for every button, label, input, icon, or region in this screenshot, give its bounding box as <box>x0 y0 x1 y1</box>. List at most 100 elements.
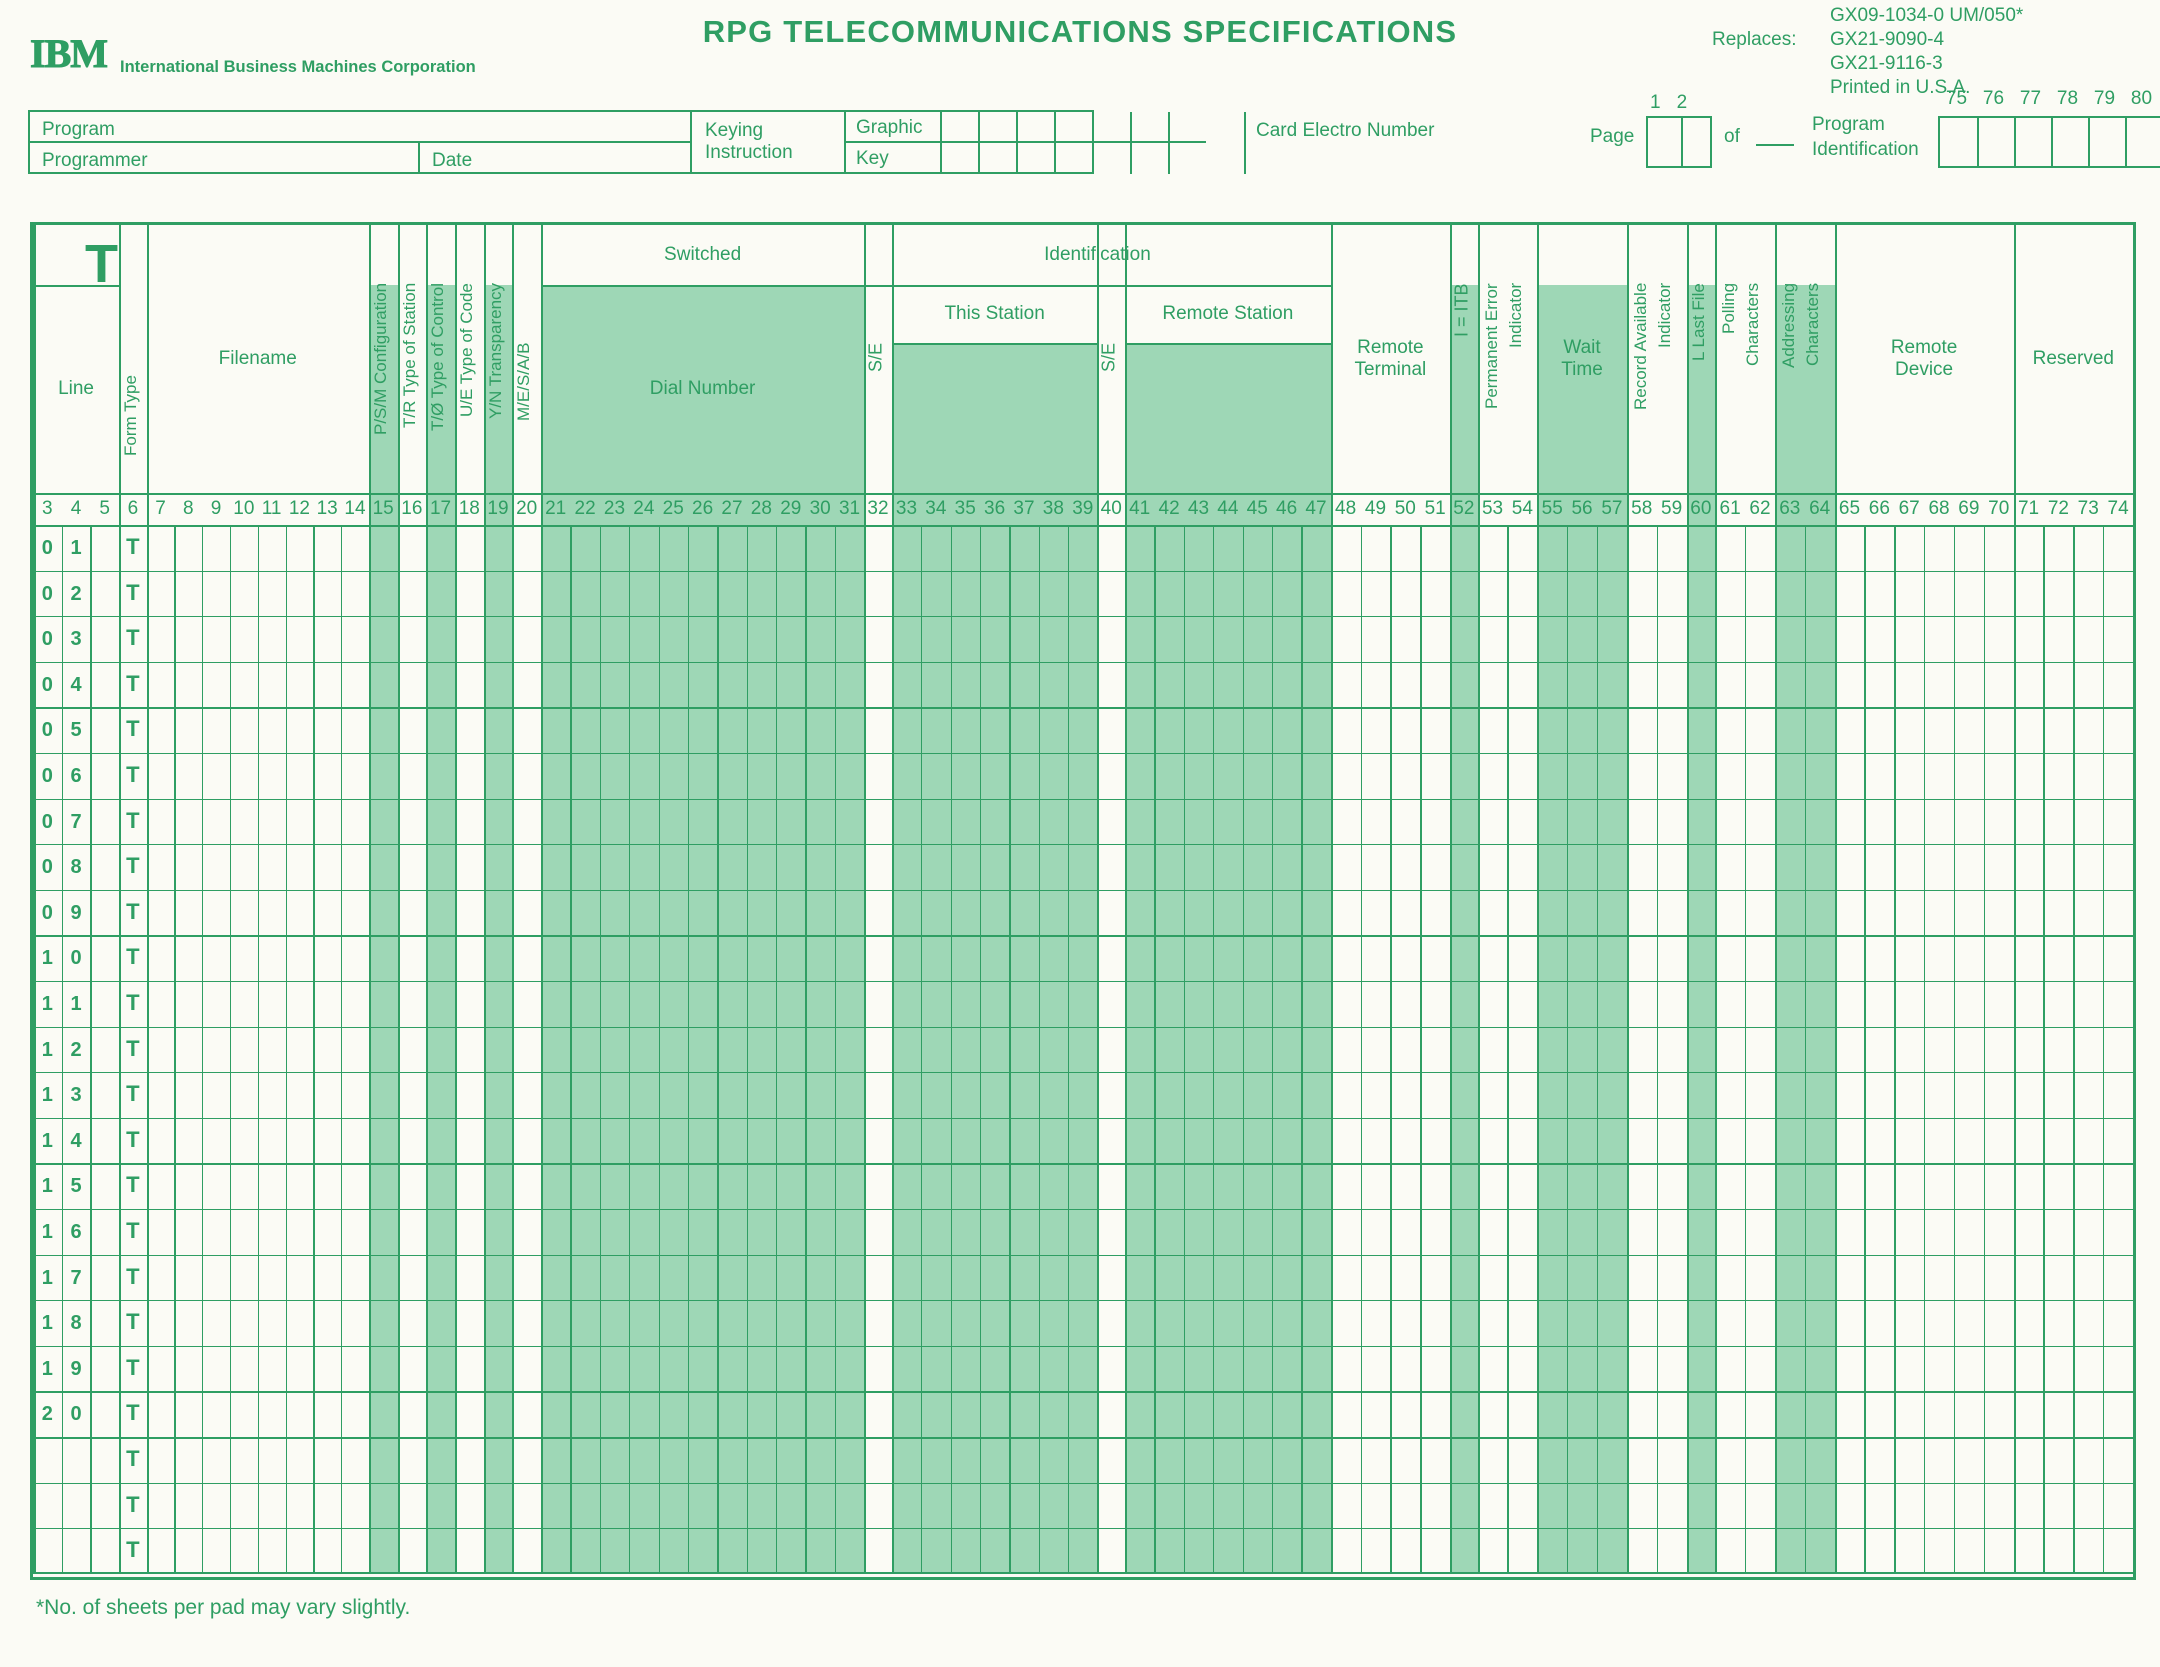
punch-cell[interactable] <box>717 525 746 571</box>
punch-cell[interactable] <box>659 707 688 753</box>
punch-cell[interactable] <box>512 1483 541 1529</box>
punch-cell[interactable] <box>892 1163 921 1209</box>
punch-cell[interactable] <box>570 571 599 617</box>
punch-cell[interactable] <box>1715 1528 1745 1574</box>
punch-cell[interactable] <box>659 1255 688 1301</box>
punch-cell[interactable] <box>230 1528 258 1574</box>
punch-cell[interactable] <box>864 981 892 1027</box>
punch-cell[interactable] <box>629 1255 658 1301</box>
punch-cell[interactable] <box>174 525 202 571</box>
punch-cell[interactable] <box>1361 1255 1391 1301</box>
punch-cell[interactable] <box>313 1483 341 1529</box>
punch-cell[interactable] <box>951 1118 980 1164</box>
punch-cell[interactable] <box>659 1437 688 1483</box>
punch-cell[interactable] <box>1687 981 1716 1027</box>
punch-cell[interactable] <box>1567 1483 1597 1529</box>
punch-cell[interactable] <box>776 616 805 662</box>
punch-cell[interactable] <box>398 1209 427 1255</box>
punch-cell[interactable] <box>2103 1346 2133 1392</box>
punch-cell[interactable] <box>1390 1346 1420 1392</box>
punch-cell[interactable] <box>1420 1118 1450 1164</box>
punch-cell[interactable] <box>1154 662 1183 708</box>
punch-cell[interactable] <box>313 1027 341 1073</box>
punch-cell[interactable] <box>341 1027 369 1073</box>
punch-cell[interactable] <box>341 799 369 845</box>
punch-cell[interactable] <box>864 707 892 753</box>
punch-cell[interactable] <box>1009 799 1038 845</box>
graphic-cell[interactable] <box>978 112 1016 143</box>
punch-cell[interactable] <box>1154 525 1183 571</box>
punch-cell[interactable] <box>1567 571 1597 617</box>
key-cell[interactable] <box>940 143 978 174</box>
punch-cell[interactable] <box>1597 616 1627 662</box>
punch-cell[interactable] <box>747 890 776 936</box>
punch-cell[interactable] <box>341 1072 369 1118</box>
punch-cell[interactable] <box>629 1209 658 1255</box>
punch-cell[interactable] <box>286 753 314 799</box>
punch-cell[interactable] <box>1864 753 1894 799</box>
punch-cell[interactable] <box>1361 799 1391 845</box>
punch-cell[interactable] <box>864 890 892 936</box>
punch-cell[interactable] <box>921 1346 950 1392</box>
punch-cell[interactable] <box>426 1163 455 1209</box>
punch-cell[interactable] <box>2073 1163 2103 1209</box>
punch-cell[interactable] <box>1507 1300 1537 1346</box>
punch-cell[interactable] <box>426 1027 455 1073</box>
punch-cell[interactable] <box>1097 662 1125 708</box>
punch-cell[interactable] <box>805 890 834 936</box>
punch-cell[interactable] <box>1894 1437 1924 1483</box>
punch-cell[interactable] <box>1450 1027 1478 1073</box>
punch-cell[interactable] <box>1068 1437 1097 1483</box>
punch-cell[interactable] <box>1243 1027 1272 1073</box>
punch-cell[interactable] <box>1068 1300 1097 1346</box>
punch-cell[interactable] <box>1301 571 1330 617</box>
punch-cell[interactable] <box>2073 1483 2103 1529</box>
punch-cell[interactable] <box>369 1163 398 1209</box>
punch-cell[interactable] <box>455 1163 484 1209</box>
punch-cell[interactable] <box>286 1346 314 1392</box>
punch-cell[interactable] <box>541 1027 570 1073</box>
punch-cell[interactable] <box>1894 1483 1924 1529</box>
punch-cell[interactable] <box>2073 1209 2103 1255</box>
punch-cell[interactable] <box>1984 571 2014 617</box>
punch-cell[interactable] <box>1272 1072 1301 1118</box>
punch-cell[interactable] <box>600 1391 629 1437</box>
punch-cell[interactable] <box>892 1391 921 1437</box>
punch-cell[interactable] <box>2073 981 2103 1027</box>
punch-cell[interactable] <box>1125 525 1154 571</box>
punch-cell[interactable] <box>1627 1528 1657 1574</box>
punch-cell[interactable] <box>1745 1300 1775 1346</box>
punch-cell[interactable] <box>258 1346 286 1392</box>
punch-cell[interactable] <box>1537 1346 1567 1392</box>
punch-cell[interactable] <box>747 707 776 753</box>
punch-cell[interactable] <box>1125 981 1154 1027</box>
punch-cell[interactable] <box>1390 935 1420 981</box>
punch-cell[interactable] <box>1009 981 1038 1027</box>
punch-cell[interactable] <box>1775 616 1805 662</box>
punch-cell[interactable] <box>629 1118 658 1164</box>
punch-cell[interactable] <box>951 1391 980 1437</box>
punch-cell[interactable] <box>1984 890 2014 936</box>
punch-cell[interactable] <box>1924 1163 1954 1209</box>
punch-cell[interactable] <box>629 753 658 799</box>
punch-cell[interactable] <box>1184 1163 1213 1209</box>
punch-cell[interactable] <box>1039 890 1068 936</box>
punch-cell[interactable] <box>313 1346 341 1392</box>
punch-cell[interactable] <box>747 1163 776 1209</box>
punch-cell[interactable] <box>1687 1528 1716 1574</box>
punch-cell[interactable] <box>688 1391 717 1437</box>
punch-cell[interactable] <box>688 662 717 708</box>
punch-cell[interactable] <box>1687 1483 1716 1529</box>
punch-cell[interactable] <box>1361 1346 1391 1392</box>
punch-cell[interactable] <box>341 890 369 936</box>
punch-cell[interactable] <box>1450 844 1478 890</box>
punch-cell[interactable] <box>2103 616 2133 662</box>
punch-cell[interactable] <box>1924 799 1954 845</box>
punch-cell[interactable] <box>1954 525 1984 571</box>
punch-cell[interactable] <box>1243 1528 1272 1574</box>
punch-cell[interactable] <box>1097 799 1125 845</box>
punch-cell[interactable] <box>174 1072 202 1118</box>
punch-cell[interactable] <box>2043 525 2073 571</box>
punch-cell[interactable] <box>1154 799 1183 845</box>
punch-cell[interactable] <box>202 890 230 936</box>
